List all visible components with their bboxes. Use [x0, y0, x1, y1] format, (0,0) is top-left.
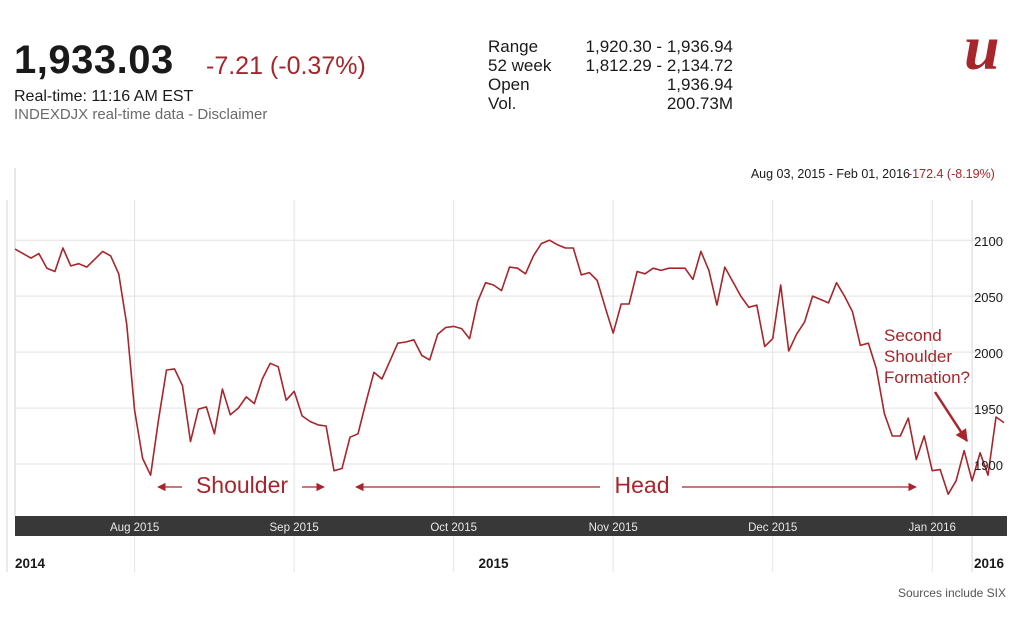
stat-label-range: Range	[488, 37, 539, 56]
chart-date-range: Aug 03, 2015 - Feb 01, 2016	[750, 167, 910, 181]
annotation-second: Second	[884, 326, 942, 345]
data-source-disclaimer[interactable]: INDEXDJX real-time data - Disclaimer	[14, 106, 268, 123]
y-tick-label: 2100	[974, 234, 1003, 249]
realtime-timestamp: Real-time: 11:16 AM EST	[14, 88, 194, 105]
year-label: 2015	[479, 556, 510, 571]
month-tick-label: Jan 2016	[909, 522, 956, 534]
stat-value-range: 1,920.30 - 1,936.94	[585, 37, 733, 56]
annotation-formation: Formation?	[884, 368, 970, 387]
annotation-head: Head	[615, 472, 670, 498]
brand-logo: u	[964, 12, 1000, 83]
y-tick-label: 1900	[974, 458, 1003, 473]
year-label: 2016	[974, 556, 1005, 571]
second-shoulder-arrow	[933, 391, 969, 443]
stat-label-open: Open	[488, 75, 530, 94]
month-tick-label: Oct 2015	[430, 522, 477, 534]
price-change: -7.21 (-0.37%)	[206, 52, 366, 80]
chart-range-change: -172.4 (-8.19%)	[908, 167, 995, 181]
index-price: 1,933.03	[14, 38, 174, 82]
annotation-shoulder-2: Shoulder	[884, 347, 952, 366]
sources-note: Sources include SIX	[897, 586, 1006, 600]
y-tick-label: 2000	[974, 346, 1003, 361]
y-tick-label: 2050	[974, 290, 1003, 305]
stat-value-52week: 1,812.29 - 2,134.72	[585, 56, 733, 75]
month-tick-label: Aug 2015	[110, 522, 159, 534]
month-tick-label: Nov 2015	[589, 522, 638, 534]
year-label: 2014	[15, 556, 46, 571]
price-series-line	[14, 239, 1005, 495]
stat-value-open: 1,936.94	[666, 75, 733, 94]
stat-value-volume: 200.73M	[666, 94, 733, 113]
month-tick-label: Sep 2015	[270, 522, 319, 534]
month-tick-label: Dec 2015	[748, 522, 797, 534]
month-axis-bar	[15, 516, 1007, 536]
stat-label-52week: 52 week	[488, 56, 552, 75]
annotation-shoulder: Shoulder	[196, 472, 288, 498]
stat-label-volume: Vol.	[488, 94, 517, 113]
y-tick-label: 1950	[974, 402, 1003, 417]
